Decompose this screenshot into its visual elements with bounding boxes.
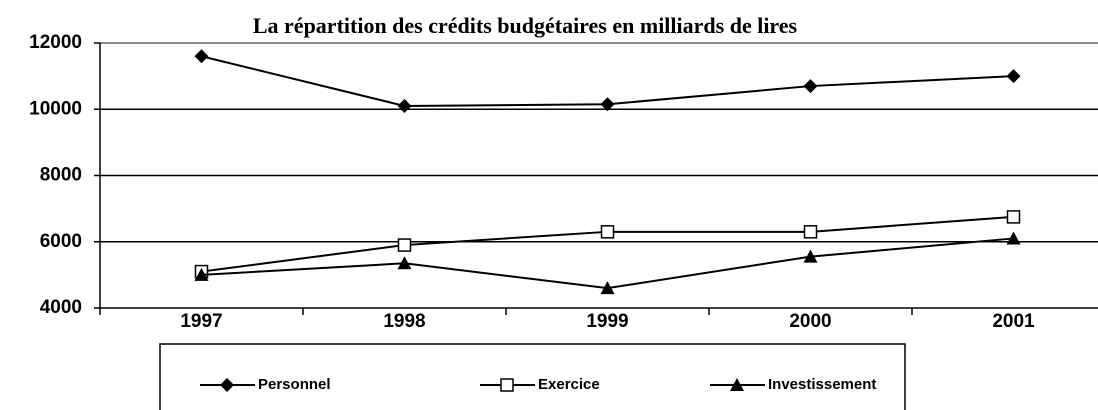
marker [803, 79, 818, 94]
x-tick-label: 2001 [992, 311, 1035, 332]
x-tick-label: 1999 [586, 311, 628, 332]
marker [1006, 69, 1021, 84]
marker [803, 225, 818, 239]
y-tick-label: 8000 [40, 165, 82, 186]
marker [1006, 231, 1021, 245]
marker [220, 378, 234, 392]
marker [397, 98, 412, 113]
marker [803, 249, 818, 263]
y-tick-label: 6000 [40, 231, 82, 252]
marker [600, 225, 615, 239]
legend-label: Exercice [538, 376, 600, 393]
y-tick-label: 10000 [29, 98, 82, 119]
legend-label: Investissement [768, 376, 876, 393]
legend-box [159, 343, 906, 410]
x-tick-label: 1997 [180, 311, 222, 332]
x-tick-label: 1998 [383, 311, 425, 332]
x-tick-label: 2000 [789, 311, 831, 332]
marker [397, 238, 412, 252]
marker [397, 256, 412, 270]
marker [500, 378, 514, 392]
legend-label: Personnel [258, 376, 331, 393]
series-line [201, 237, 1014, 290]
marker [730, 378, 744, 391]
marker [600, 281, 615, 295]
marker [1006, 210, 1021, 224]
marker [194, 267, 209, 281]
y-tick-label: 4000 [40, 297, 82, 318]
chart-title: La répartition des crédits budgétaires e… [253, 13, 798, 38]
y-tick-label: 12000 [29, 32, 82, 53]
marker [600, 97, 615, 112]
marker [194, 49, 209, 64]
